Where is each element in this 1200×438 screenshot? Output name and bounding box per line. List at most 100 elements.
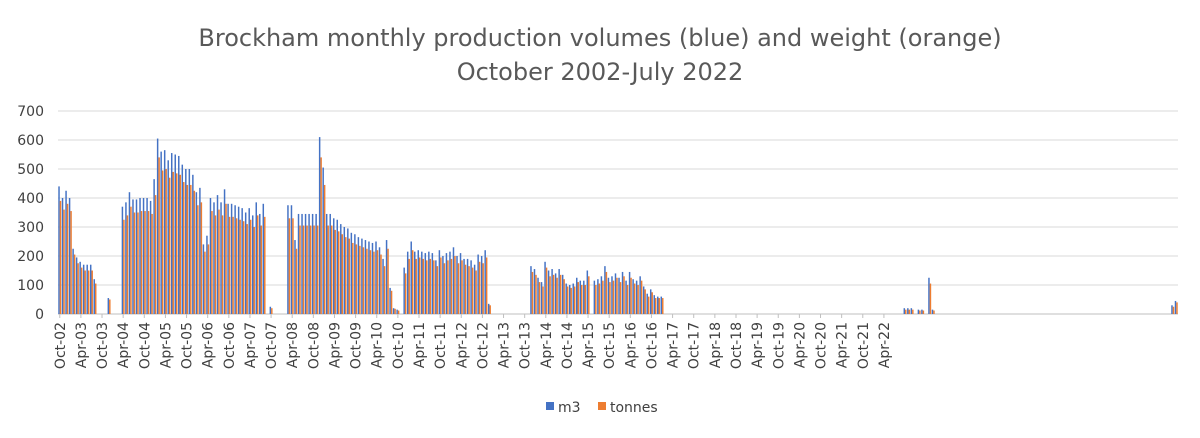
chart-title: Brockham monthly production volumes (blu…	[198, 24, 1001, 52]
bar-m3	[185, 169, 187, 314]
x-tick-label: Apr-04	[116, 322, 132, 368]
bar-m3	[206, 235, 208, 314]
bar-m3	[89, 264, 92, 314]
bar-m3	[421, 251, 423, 314]
bar-tonnes	[369, 250, 372, 314]
x-tick-label: Oct-07	[264, 322, 280, 369]
bar-tonnes	[302, 225, 305, 314]
bar-m3	[227, 203, 229, 314]
bar-tonnes	[545, 267, 548, 314]
bar-tonnes	[397, 310, 400, 314]
y-tick-label: 300	[17, 220, 44, 236]
bar-tonnes	[330, 225, 333, 314]
bar-m3	[163, 150, 166, 314]
bar-m3	[396, 309, 398, 314]
bar-m3	[79, 261, 81, 314]
bar-m3	[371, 242, 374, 314]
bar-m3	[533, 269, 536, 314]
bar-m3	[428, 251, 430, 314]
bar-m3	[139, 198, 141, 314]
bar-tonnes	[457, 263, 460, 314]
bar-tonnes	[912, 309, 914, 314]
bar-tonnes	[161, 170, 164, 314]
x-tick-label: Apr-18	[708, 322, 724, 368]
bar-m3	[149, 200, 152, 314]
x-tick-label: Oct-16	[644, 322, 660, 369]
bar-m3	[82, 264, 85, 314]
bar-m3	[435, 260, 437, 314]
bar-m3	[255, 202, 257, 314]
bar-m3	[621, 271, 624, 314]
bar-tonnes	[200, 202, 203, 314]
bar-tonnes	[193, 190, 196, 314]
bar-tonnes	[242, 221, 245, 314]
bar-tonnes	[94, 283, 97, 314]
bar-m3	[449, 251, 451, 314]
bar-tonnes	[373, 251, 375, 314]
y-tick-label: 600	[17, 133, 44, 149]
bar-tonnes	[140, 211, 143, 314]
bar-m3	[576, 277, 578, 314]
bar-m3	[297, 213, 300, 314]
bar-m3	[202, 244, 205, 314]
bar-m3	[322, 167, 324, 314]
y-axis-ticks: 0 100 200 300 400 500 600 700	[17, 104, 44, 323]
bar-tonnes	[63, 209, 65, 314]
bar-m3	[639, 276, 641, 314]
bar-m3	[392, 308, 395, 314]
bar-m3	[347, 228, 349, 314]
bar-m3	[649, 289, 652, 314]
bar-m3	[361, 238, 363, 314]
x-tick-label: Apr-07	[243, 322, 259, 368]
x-tick-label: Oct-03	[95, 322, 111, 369]
bar-m3	[540, 282, 543, 314]
x-tick-label: Apr-13	[497, 322, 513, 368]
bar-tonnes	[183, 182, 185, 314]
bar-tonnes	[531, 271, 534, 314]
bar-tonnes	[390, 290, 393, 314]
legend-label-tonnes: tonnes	[610, 400, 658, 416]
bar-tonnes	[538, 282, 541, 314]
bar-m3	[61, 198, 64, 314]
bar-m3	[931, 309, 934, 314]
bar-tonnes	[175, 173, 178, 314]
bar-tonnes	[306, 225, 308, 314]
bar-tonnes	[637, 285, 639, 314]
x-tick-label: Oct-12	[475, 322, 491, 369]
bar-m3	[544, 261, 546, 314]
bar-m3	[86, 264, 88, 314]
bar-tonnes	[616, 277, 618, 314]
x-tick-label: Oct-17	[687, 322, 703, 369]
bar-m3	[445, 253, 448, 314]
bar-m3	[146, 198, 148, 314]
bar-tonnes	[204, 251, 206, 314]
y-tick-label: 400	[17, 191, 44, 207]
bar-m3	[167, 160, 169, 314]
bar-m3	[406, 251, 409, 314]
legend-swatch-tonnes	[598, 402, 606, 410]
bar-tonnes	[190, 184, 192, 314]
bar-m3	[160, 151, 162, 314]
bar-m3	[625, 280, 627, 314]
bar-m3	[917, 309, 920, 314]
bar-m3	[417, 250, 420, 314]
bar-m3	[403, 267, 405, 314]
bar-m3	[325, 213, 328, 314]
bar-tonnes	[654, 298, 657, 314]
x-tick-label: Oct-19	[771, 322, 787, 369]
bar-tonnes	[584, 285, 587, 314]
bar-m3	[657, 296, 659, 314]
bar-tonnes	[633, 283, 636, 314]
bar-tonnes	[341, 234, 344, 314]
bar-tonnes	[123, 219, 125, 314]
bar-m3	[262, 203, 265, 314]
bar-m3	[477, 254, 479, 314]
bar-tonnes	[404, 273, 407, 314]
bar-m3	[287, 205, 289, 314]
y-tick-label: 200	[17, 249, 44, 265]
bar-tonnes	[352, 242, 354, 314]
bar-m3	[269, 306, 272, 314]
bar-tonnes	[77, 263, 79, 314]
bar-tonnes	[573, 286, 576, 314]
